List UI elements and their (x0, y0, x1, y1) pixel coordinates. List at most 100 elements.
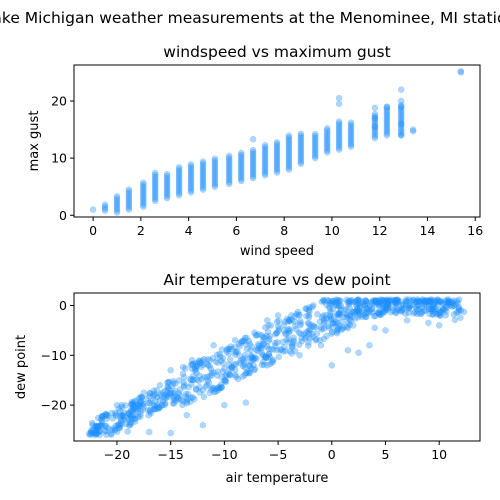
dewpoint-point (345, 319, 352, 326)
dewpoint-point (188, 357, 196, 364)
dewpoint-point (318, 326, 325, 333)
dewpoint-point (130, 405, 137, 412)
wind-gust-point (311, 150, 319, 158)
dewpoint-point (236, 352, 243, 360)
wind-gust-point (371, 132, 379, 140)
dewpoint-point (110, 425, 117, 432)
dewpoint-point (392, 297, 400, 304)
dewpoint-point (137, 407, 144, 415)
dewpoint-point (331, 299, 339, 307)
wind-gust-point (175, 164, 183, 171)
dewpoint-point (242, 341, 250, 348)
dewpoint-point (150, 402, 158, 409)
wind-gust-point (335, 122, 343, 129)
dewpoint-point (230, 361, 238, 369)
dewpoint-point (112, 412, 120, 420)
dewpoint-point (164, 389, 172, 397)
dewpoint-point (344, 311, 351, 319)
wind-gust-point (151, 197, 159, 205)
dewpoint-point (371, 312, 379, 319)
dewpoint-point (323, 332, 330, 340)
dewpoint-point (170, 400, 178, 407)
dewpoint-point (430, 297, 438, 304)
dewpoint-point (179, 370, 187, 377)
dewpoint-point (339, 325, 346, 332)
wind-gust-point (151, 173, 159, 181)
dewpoint-point (389, 307, 397, 314)
dewpoint-point (180, 398, 187, 405)
dewpoint-point (434, 310, 442, 318)
wind-xlabel: wind speed (240, 244, 314, 259)
dewpoint-point (231, 337, 239, 344)
dewpoint-point (303, 312, 310, 320)
dewpoint-point (460, 308, 468, 316)
wind-gust-point (273, 145, 281, 152)
dewpoint-point (162, 394, 169, 402)
dewpoint-point (156, 397, 164, 404)
dewpoint-point (136, 402, 143, 409)
wind-gust-point (237, 155, 245, 163)
dewpoint-point (104, 412, 111, 420)
wind-gust-point (187, 177, 195, 184)
wind-gust-point (140, 199, 147, 206)
dewpoint-point (335, 296, 342, 304)
dewpoint-point (307, 322, 314, 329)
dewpoint-point (150, 406, 158, 413)
dewpoint-point (263, 353, 270, 361)
dewpoint-point (201, 373, 208, 381)
dewpoint-point (218, 374, 225, 381)
dewpoint-point (362, 300, 369, 308)
dewpoint-point (286, 347, 294, 355)
dewpoint-point (436, 311, 444, 319)
dewpoint-point (129, 399, 137, 407)
dewpoint-point (87, 431, 94, 438)
dewpoint-point (273, 329, 280, 337)
dewpoint-point (346, 297, 354, 305)
dewpoint-point (122, 420, 130, 428)
dewpoint-point (275, 317, 282, 324)
dewpoint-point (445, 298, 453, 305)
wind-gust-point (125, 192, 133, 199)
dewpoint-point (366, 303, 374, 310)
wind-gust-point (285, 132, 293, 139)
dewpoint-point (352, 309, 360, 316)
wind-gust-point (273, 139, 281, 146)
dewpoint-point (336, 297, 343, 305)
dewpoint-point (455, 296, 463, 304)
dewpoint-point (89, 421, 96, 429)
dewpoint-point (222, 377, 229, 385)
dewpoint-point (191, 364, 199, 371)
dewpoint-point (452, 300, 459, 308)
dewpoint-point (372, 297, 380, 305)
wind-gust-point (323, 149, 331, 156)
dewpoint-point (379, 300, 386, 308)
wind-gust-point (383, 122, 391, 129)
dewpoint-point (432, 298, 440, 305)
dewpoint-point (92, 422, 100, 430)
wind-gust-point (297, 130, 305, 138)
dewpoint-point (426, 299, 434, 306)
wind-gust-point (261, 154, 269, 161)
dewpoint-point (333, 328, 341, 335)
dewpoint-point (364, 309, 371, 317)
dewpoint-point (258, 350, 265, 357)
dewpoint-point (193, 362, 200, 370)
wind-gust-point (175, 182, 183, 189)
dewpoint-point (297, 317, 304, 325)
wind-gust-point (163, 180, 171, 188)
dewpoint-point (403, 296, 410, 303)
dewpoint-point (292, 326, 300, 333)
dewpoint-point (252, 354, 259, 361)
wind-gust-point (237, 153, 245, 161)
dewpoint-point (324, 322, 331, 330)
dewpoint-point (92, 422, 100, 430)
dewpoint-point (246, 369, 253, 377)
wind-gust-point (225, 156, 233, 164)
wind-gust-point (199, 158, 207, 165)
dewpoint-point (280, 321, 288, 329)
dewpoint-point (334, 326, 342, 334)
dewpoint-point (170, 396, 177, 404)
dewpoint-point (375, 308, 382, 316)
dewpoint-point (437, 298, 444, 305)
dewpoint-point (127, 412, 134, 419)
